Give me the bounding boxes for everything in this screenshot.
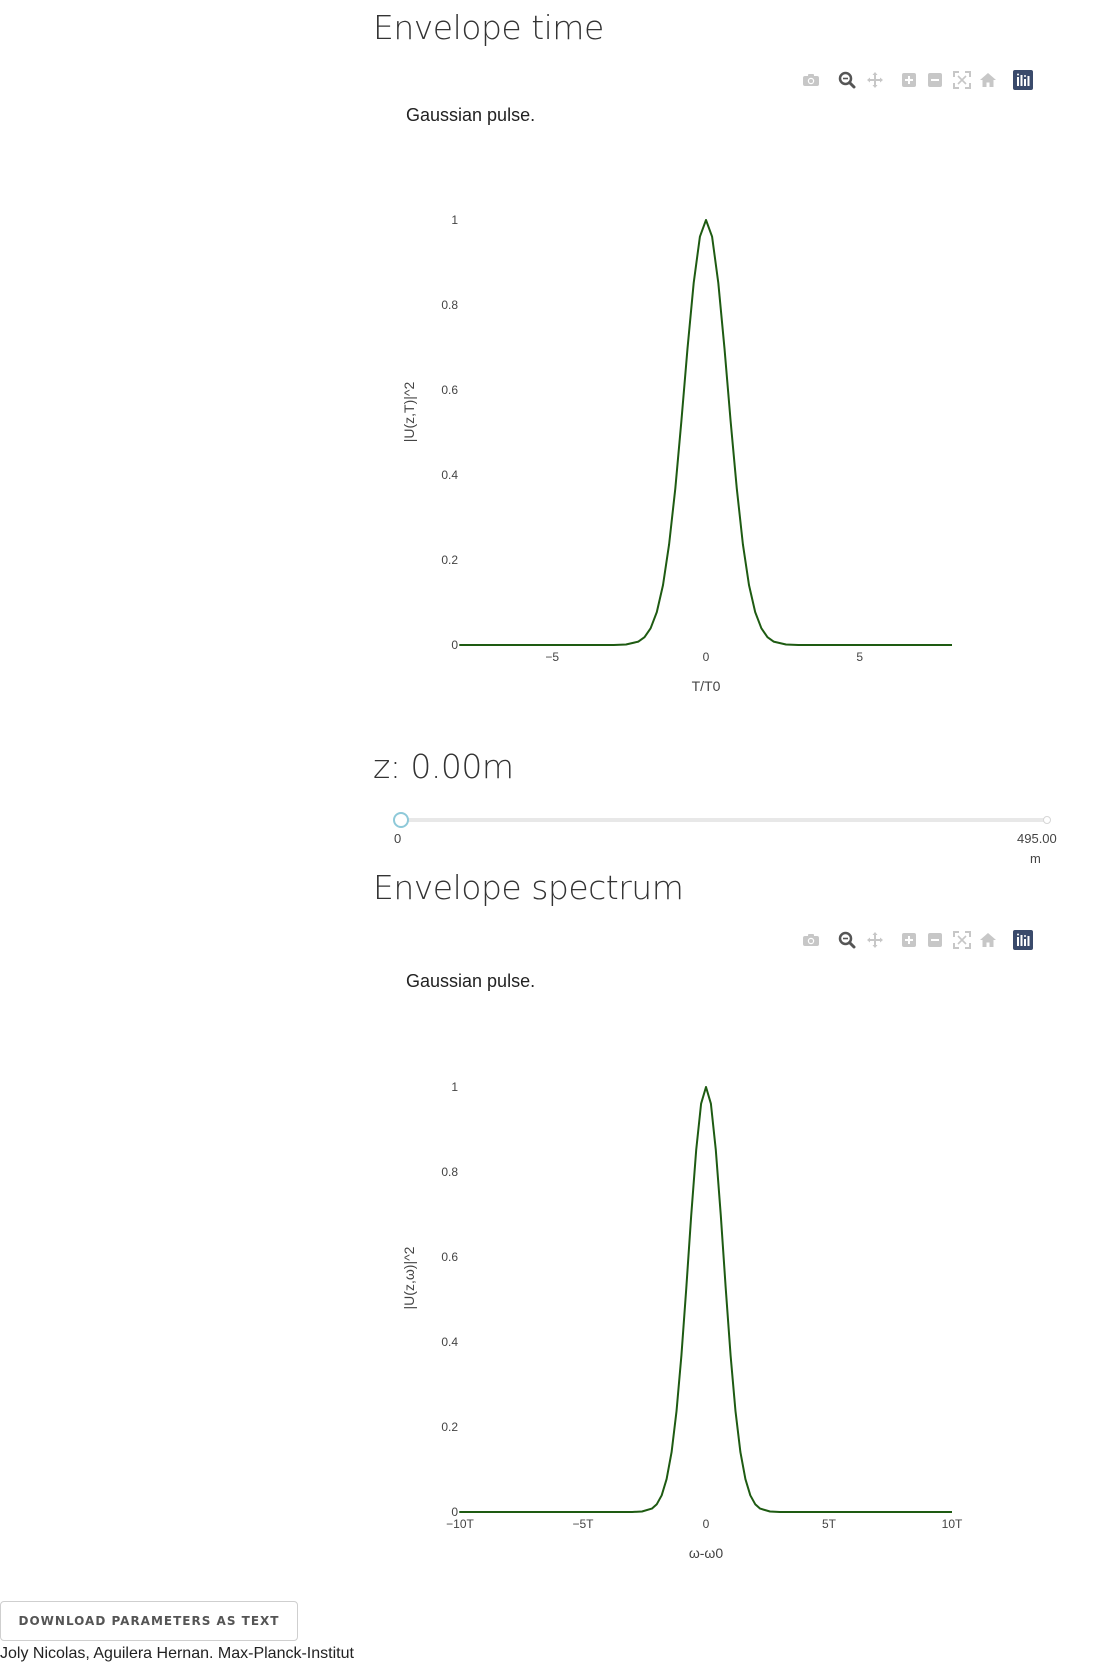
x-tick-label: −5T bbox=[572, 1517, 594, 1531]
y-axis-label: |U(z,ω)|^2 bbox=[401, 1246, 417, 1309]
envelope-spectrum-chart: Gaussian pulse. 0 0.2 0.4 0.6 0.8 1 −10T −5T 0 5T 1… bbox=[401, 971, 963, 1561]
chart-title: Gaussian pulse. bbox=[406, 971, 535, 991]
autoscale-icon[interactable] bbox=[952, 69, 972, 91]
y-tick-label: 0.2 bbox=[441, 1420, 458, 1434]
reset-axes-icon[interactable] bbox=[978, 929, 998, 951]
series-line bbox=[460, 1086, 952, 1513]
x-tick-label: 0 bbox=[703, 1517, 710, 1531]
envelope-spectrum-title: Envelope spectrum bbox=[373, 868, 684, 907]
envelope-time-title: Envelope time bbox=[373, 8, 604, 47]
slider-max-label: 495.00 bbox=[1017, 831, 1057, 846]
z-slider-end-dot bbox=[1043, 816, 1051, 824]
y-tick-label: 0.2 bbox=[441, 553, 458, 567]
plot-toolbar-time bbox=[0, 69, 1096, 91]
x-axis-label: ω-ω0 bbox=[689, 1545, 724, 1561]
download-parameters-button[interactable]: DOWNLOAD PARAMETERS AS TEXT bbox=[0, 1601, 298, 1641]
x-tick-label: −10T bbox=[446, 1517, 474, 1531]
credits-text: Joly Nicolas, Aguilera Hernan. Max-Planc… bbox=[0, 1645, 354, 1662]
y-tick-label: 0.8 bbox=[441, 298, 458, 312]
y-tick-label: 0.6 bbox=[441, 383, 458, 397]
x-axis-label: T/T0 bbox=[692, 678, 721, 694]
zoom-in-icon[interactable] bbox=[899, 929, 919, 951]
y-tick-label: 0.8 bbox=[441, 1165, 458, 1179]
x-tick-label: 10T bbox=[942, 1517, 963, 1531]
y-tick-label: 0 bbox=[451, 1505, 458, 1519]
series-line bbox=[460, 219, 952, 646]
reset-axes-icon[interactable] bbox=[978, 69, 998, 91]
y-axis-label: |U(z,T)|^2 bbox=[401, 382, 417, 443]
pan-icon[interactable] bbox=[865, 929, 885, 951]
zoom-icon[interactable] bbox=[837, 929, 857, 951]
y-tick-label: 0.6 bbox=[441, 1250, 458, 1264]
plot-toolbar-spectrum bbox=[0, 929, 1096, 951]
camera-icon[interactable] bbox=[801, 69, 821, 91]
chart-title: Gaussian pulse. bbox=[406, 105, 535, 125]
y-tick-label: 0.4 bbox=[441, 468, 458, 482]
zoom-out-icon[interactable] bbox=[925, 929, 945, 951]
y-tick-label: 0 bbox=[451, 638, 458, 652]
slider-min-label: 0 bbox=[394, 831, 402, 846]
zoom-out-icon[interactable] bbox=[925, 69, 945, 91]
y-tick-label: 1 bbox=[451, 213, 458, 227]
slider-z-label: z: 0.00m bbox=[373, 747, 514, 786]
zoom-icon[interactable] bbox=[837, 69, 857, 91]
y-tick-label: 1 bbox=[451, 1080, 458, 1094]
plotly-logo-icon[interactable] bbox=[1013, 69, 1033, 91]
autoscale-icon[interactable] bbox=[952, 929, 972, 951]
x-tick-label: 5T bbox=[822, 1517, 837, 1531]
z-slider-track[interactable] bbox=[400, 818, 1048, 822]
x-tick-label: 5 bbox=[856, 650, 863, 664]
y-tick-label: 0.4 bbox=[441, 1335, 458, 1349]
slider-max-unit: m bbox=[1030, 851, 1041, 866]
zoom-in-icon[interactable] bbox=[899, 69, 919, 91]
plotly-logo-icon[interactable] bbox=[1013, 929, 1033, 951]
camera-icon[interactable] bbox=[801, 929, 821, 951]
x-tick-label: 0 bbox=[703, 650, 710, 664]
z-slider-handle[interactable] bbox=[393, 812, 409, 828]
pan-icon[interactable] bbox=[865, 69, 885, 91]
x-tick-label: −5 bbox=[545, 650, 559, 664]
envelope-time-chart: Gaussian pulse. 0 0.2 0.4 0.6 0.8 1 −5 0 5 T/T0 |U(… bbox=[401, 105, 952, 694]
